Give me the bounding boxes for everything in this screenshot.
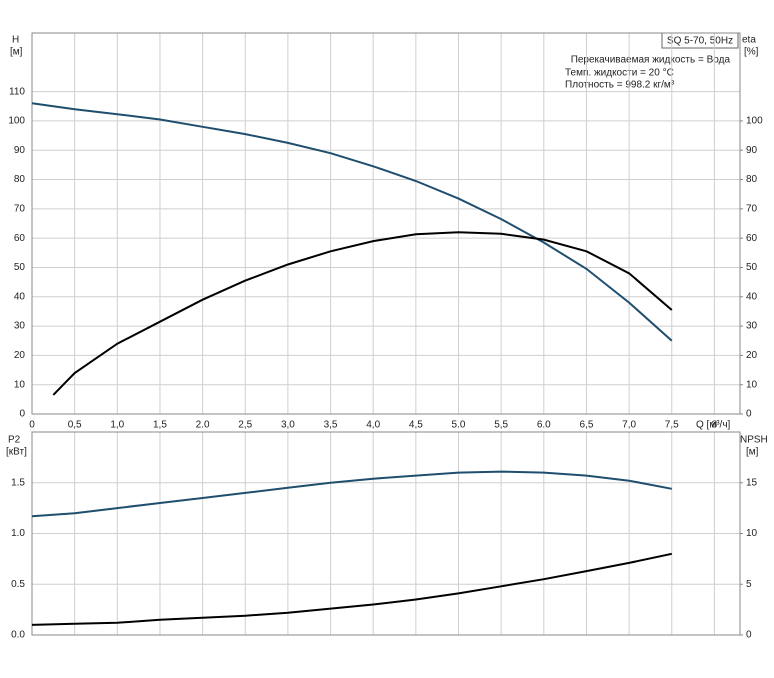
x-tick-label: 6.0 bbox=[537, 420, 551, 431]
h-axis-unit: [м] bbox=[10, 47, 23, 58]
curve bbox=[31, 552, 673, 626]
x-tick-label: 3,5 bbox=[324, 420, 338, 431]
x-tick-label: 6,5 bbox=[580, 420, 594, 431]
y2-tick-label: 15 bbox=[746, 477, 758, 488]
y2-tick-label: 30 bbox=[746, 321, 758, 332]
annotation: Темп. жидкости = 20 °C bbox=[565, 68, 674, 79]
y-tick-label: 110 bbox=[9, 86, 25, 97]
y-tick-label: 50 bbox=[14, 262, 26, 273]
y2-tick-label: 0 bbox=[746, 409, 752, 420]
eta-axis-unit: [%] bbox=[744, 47, 759, 58]
x-tick-label: 2.0 bbox=[196, 420, 210, 431]
y-tick-label: 10 bbox=[14, 379, 26, 390]
curve bbox=[31, 102, 673, 342]
annotation: Плотность = 998.2 кг/м³ bbox=[565, 80, 675, 91]
npsh-axis-label: NPSH bbox=[740, 435, 768, 446]
y2-tick-label: 50 bbox=[746, 262, 758, 273]
y2-tick-label: 70 bbox=[746, 203, 758, 214]
y2-tick-label: 80 bbox=[746, 174, 758, 185]
y2-tick-label: 20 bbox=[746, 350, 758, 361]
x-tick-label: 0 bbox=[29, 420, 35, 431]
y-tick-label: 0.0 bbox=[11, 630, 25, 641]
y2-tick-label: 90 bbox=[746, 145, 758, 156]
curve bbox=[52, 231, 673, 396]
y2-tick-label: 100 bbox=[746, 116, 763, 127]
y2-tick-label: 0 bbox=[746, 630, 752, 641]
eta-axis-label: eta bbox=[742, 35, 756, 46]
x-tick-label: 8 bbox=[712, 420, 718, 431]
chart-title: SQ 5-70, 50Hz bbox=[667, 36, 733, 47]
y2-tick-label: 10 bbox=[746, 528, 758, 539]
y-tick-label: 1.0 bbox=[11, 528, 25, 539]
curve bbox=[31, 470, 672, 518]
y-tick-label: 80 bbox=[14, 174, 26, 185]
annotation: Перекачиваемая жидкость = Вода bbox=[571, 55, 731, 66]
x-tick-label: 3,0 bbox=[281, 420, 295, 431]
y2-tick-label: 10 bbox=[746, 379, 758, 390]
x-tick-label: 7,0 bbox=[622, 420, 636, 431]
y-tick-label: 0 bbox=[19, 409, 25, 420]
p2-axis-label: P2 bbox=[8, 435, 21, 446]
y2-tick-label: 60 bbox=[746, 233, 758, 244]
x-tick-label: 5.0 bbox=[452, 420, 466, 431]
x-tick-label: 2,5 bbox=[238, 420, 252, 431]
npsh-axis-unit: [м] bbox=[746, 447, 759, 458]
y-tick-label: 90 bbox=[14, 145, 26, 156]
x-axis-label: Q [м³/ч] bbox=[696, 420, 731, 431]
h-axis-label: H bbox=[12, 35, 19, 46]
y-tick-label: 30 bbox=[14, 321, 26, 332]
x-tick-label: 1,5 bbox=[153, 420, 167, 431]
y-tick-label: 40 bbox=[14, 291, 26, 302]
plot-frame bbox=[31, 32, 741, 415]
x-tick-label: 4,0 bbox=[366, 420, 380, 431]
x-tick-label: 0,5 bbox=[68, 420, 82, 431]
y2-tick-label: 40 bbox=[746, 291, 758, 302]
x-tick-label: 1,0 bbox=[110, 420, 124, 431]
y2-tick-label: 5 bbox=[746, 579, 752, 590]
y-tick-label: 100 bbox=[8, 116, 25, 127]
y-tick-label: 20 bbox=[14, 350, 26, 361]
x-tick-label: 7,5 bbox=[665, 420, 679, 431]
plot-frame bbox=[31, 431, 741, 636]
y-tick-label: 1.5 bbox=[11, 477, 25, 488]
p2-axis-unit: [кВт] bbox=[6, 447, 27, 458]
y-tick-label: 70 bbox=[14, 203, 26, 214]
x-tick-label: 5,5 bbox=[494, 420, 508, 431]
y-tick-label: 60 bbox=[14, 233, 26, 244]
y-tick-label: 0.5 bbox=[11, 579, 25, 590]
x-tick-label: 4,5 bbox=[409, 420, 423, 431]
